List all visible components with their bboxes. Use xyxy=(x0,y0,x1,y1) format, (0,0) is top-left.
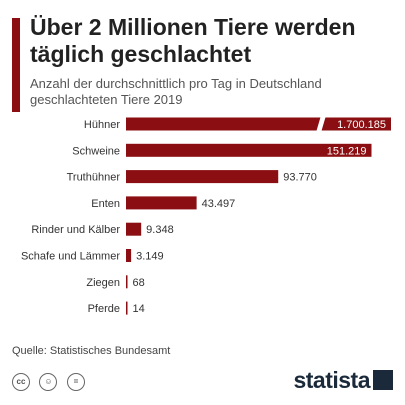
value-label: 151.219 xyxy=(327,145,367,157)
accent-bar xyxy=(12,18,20,112)
bar xyxy=(126,301,128,315)
category-label: Truthühner xyxy=(67,172,121,184)
equals-icon: = xyxy=(66,373,85,391)
value-label: 93.770 xyxy=(283,172,317,184)
chart-title: Über 2 Millionen Tiere werden täglich ge… xyxy=(30,14,356,67)
bar xyxy=(126,196,197,210)
bar xyxy=(126,117,391,131)
bar xyxy=(126,170,279,184)
source-note: Quelle: Statistisches Bundesamt xyxy=(12,345,171,357)
category-label: Hühner xyxy=(84,119,120,131)
bar xyxy=(126,222,142,236)
logo-text: statista xyxy=(293,366,370,393)
category-label: Schafe und Lämmer xyxy=(21,251,120,263)
category-label: Pferde xyxy=(88,303,120,315)
cc-icon: cc xyxy=(12,373,30,391)
value-label: 3.149 xyxy=(136,251,164,263)
category-label: Schweine xyxy=(72,145,120,157)
bar-chart: Hühner 1.700.185 Schweine 151.219 Truthühner… xyxy=(21,115,391,315)
logo-mark-icon xyxy=(373,370,393,390)
value-label: 1.700.185 xyxy=(337,119,386,131)
category-label: Enten xyxy=(91,198,120,210)
bar xyxy=(126,249,132,262)
value-label: 68 xyxy=(133,277,145,289)
chart-subtitle: Anzahl der durchschnittlich pro Tag in D… xyxy=(30,76,322,107)
category-label: Ziegen xyxy=(86,277,120,289)
value-label: 14 xyxy=(133,303,145,315)
statista-logo[interactable]: statista xyxy=(293,367,393,393)
value-label: 43.497 xyxy=(202,198,236,210)
person-icon: ☺ xyxy=(39,373,58,391)
bar xyxy=(126,275,128,289)
bar xyxy=(126,143,372,157)
axis-break xyxy=(316,115,326,133)
value-label: 9.348 xyxy=(146,224,174,236)
license-icons: cc ☺ = xyxy=(12,373,90,391)
category-label: Rinder und Kälber xyxy=(31,224,120,236)
